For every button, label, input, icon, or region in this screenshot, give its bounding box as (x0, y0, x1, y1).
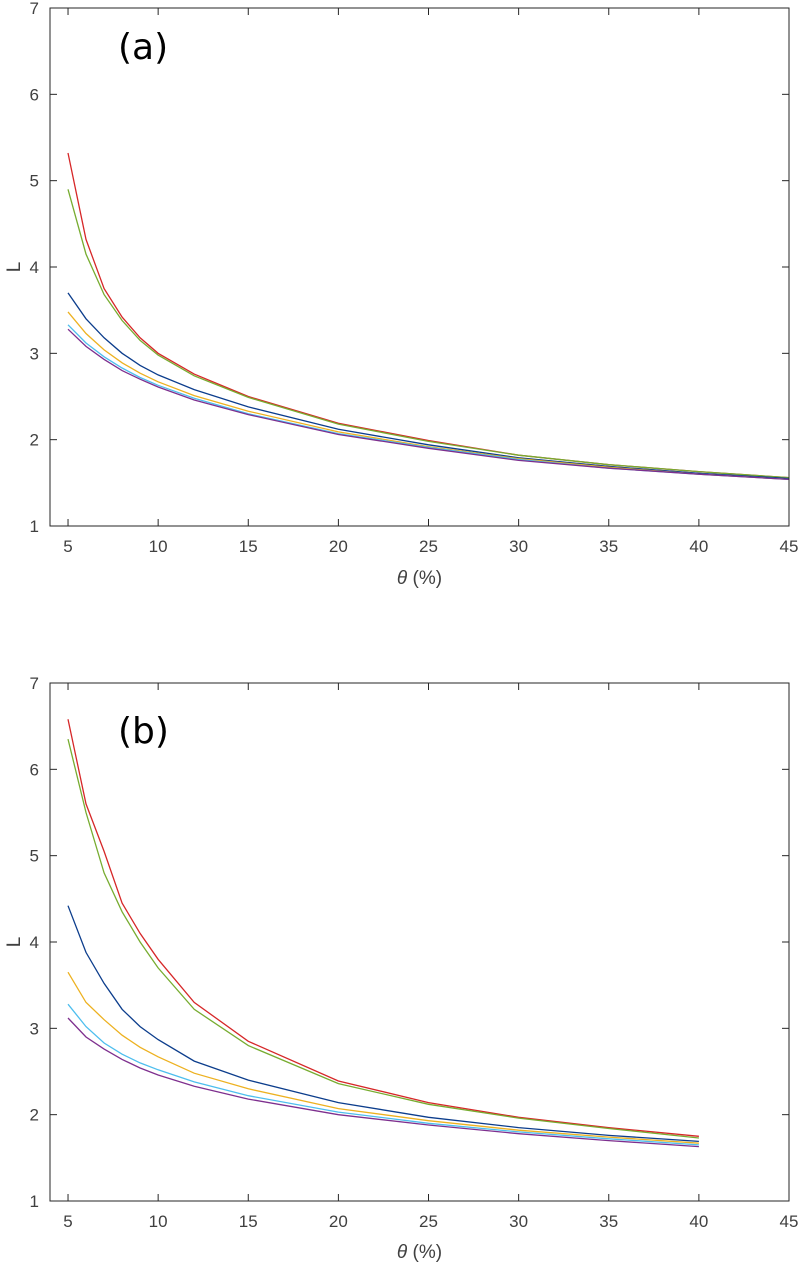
series-line-5 (67, 324, 790, 481)
y-tick-label: 2 (30, 1106, 39, 1125)
x-tick-label: 15 (239, 537, 258, 556)
x-axis-label: θ (%) (397, 568, 442, 589)
x-tick-label: 35 (599, 537, 618, 556)
x-axis-symbol: θ (397, 1242, 408, 1263)
y-axis-label: L (4, 937, 25, 948)
x-tick-label: 5 (63, 1212, 72, 1231)
x-tick-label: 45 (780, 537, 799, 556)
x-axis-unit: (%) (407, 568, 442, 589)
y-tick-label: 3 (30, 344, 39, 363)
x-axis-unit: (%) (407, 1242, 442, 1263)
series-line-1 (67, 152, 790, 479)
x-tick-label: 5 (63, 537, 72, 556)
plot-area (49, 682, 790, 1202)
series-line-1 (67, 719, 699, 1137)
y-tick-label: 1 (30, 1192, 39, 1211)
panel-label: (b) (118, 711, 169, 752)
x-tick-label: 45 (780, 1212, 799, 1231)
y-tick-label: 5 (30, 172, 39, 191)
x-tick-label: 25 (419, 537, 438, 556)
y-tick-label: 1 (30, 517, 39, 536)
y-tick-label: 5 (30, 847, 39, 866)
series-line-6 (67, 1017, 699, 1148)
y-tick-label: 7 (30, 674, 39, 693)
x-tick-label: 40 (689, 1212, 708, 1231)
series-line-4 (67, 971, 699, 1144)
y-axis-label: L (4, 262, 25, 273)
y-tick-label: 7 (30, 0, 39, 18)
series-line-2 (67, 738, 699, 1139)
x-tick-label: 20 (329, 537, 348, 556)
panel-label: (a) (118, 27, 168, 68)
series-line-2 (67, 189, 790, 479)
plot-area (49, 7, 790, 527)
y-tick-label: 6 (30, 760, 39, 779)
y-tick-label: 4 (30, 258, 39, 277)
x-axis-label: θ (%) (397, 1242, 442, 1263)
x-tick-label: 15 (239, 1212, 258, 1231)
x-axis-symbol: θ (397, 568, 408, 589)
series-line-4 (67, 311, 790, 481)
series-line-6 (67, 328, 790, 481)
x-tick-label: 40 (689, 537, 708, 556)
y-tick-label: 3 (30, 1019, 39, 1038)
x-tick-label: 35 (599, 1212, 618, 1231)
series-line-5 (67, 1003, 699, 1146)
y-tick-label: 4 (30, 933, 39, 952)
y-tick-label: 2 (30, 431, 39, 450)
series-line-3 (67, 292, 790, 480)
x-tick-label: 30 (509, 537, 528, 556)
x-tick-label: 10 (149, 537, 168, 556)
y-tick-label: 6 (30, 85, 39, 104)
x-tick-label: 20 (329, 1212, 348, 1231)
x-tick-label: 25 (419, 1212, 438, 1231)
x-tick-label: 10 (149, 1212, 168, 1231)
series-line-3 (67, 905, 699, 1143)
x-tick-label: 30 (509, 1212, 528, 1231)
